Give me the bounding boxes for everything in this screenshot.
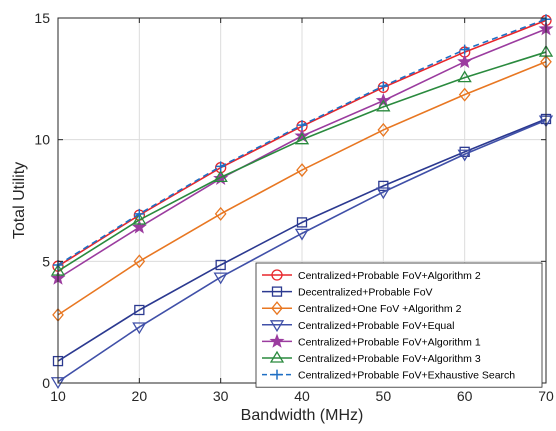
y-tick-label: 10 (34, 132, 50, 148)
x-tick-label: 20 (132, 388, 148, 404)
legend-label: Centralized+Probable FoV+Algorithm 3 (298, 353, 481, 365)
series-3 (52, 54, 552, 322)
data-point (376, 187, 391, 200)
data-point (377, 122, 390, 137)
data-point (458, 87, 471, 102)
legend-entry: Centralized+Probable FoV+Algorithm 1 (262, 333, 481, 348)
legend-marker (272, 369, 282, 380)
data-point (214, 206, 227, 221)
data-point (457, 149, 472, 162)
legend-marker (269, 350, 285, 363)
axis-ticks: 10 20 30 40 50 60 70 0 5 10 15 (34, 10, 554, 404)
data-point (459, 44, 470, 55)
x-tick-label: 60 (457, 388, 473, 404)
data-point (213, 272, 228, 285)
data-point (376, 99, 391, 112)
data-point (378, 81, 389, 92)
data-point (457, 70, 472, 83)
series-line (57, 118, 547, 362)
data-point (294, 132, 310, 145)
legend-label: Decentralized+Probable FoV (298, 287, 433, 299)
legend-box (255, 262, 543, 388)
x-tick-label: 10 (50, 388, 66, 404)
legend-label: Centralized+Probable FoV+Algorithm 1 (298, 336, 481, 348)
y-tick-label: 0 (42, 375, 50, 391)
data-point (378, 180, 389, 192)
data-point (132, 212, 147, 225)
y-tick-label: 5 (42, 253, 50, 269)
data-point (294, 228, 310, 241)
legend-marker (271, 301, 283, 316)
x-tick-label: 50 (376, 388, 392, 404)
data-point (296, 163, 308, 178)
legend-entry: Decentralized+Probable FoV (262, 286, 433, 299)
x-tick-label: 40 (294, 388, 310, 404)
legend-entry: Centralized+Probable FoV+Algorithm 3 (262, 350, 481, 365)
legend-entry: Centralized+Probable FoV+Algorithm 2 (262, 269, 481, 282)
legend-label: Centralized+Probable FoV+Algorithm 2 (298, 270, 481, 282)
series-layer (50, 14, 554, 390)
data-point (133, 254, 146, 269)
legend-marker (269, 320, 285, 333)
data-point (213, 170, 228, 183)
data-point (132, 322, 147, 335)
legend-entry: Centralized+Probable FoV+Equal (262, 320, 454, 333)
series-line (57, 61, 547, 316)
series-4 (50, 115, 554, 390)
data-point (134, 304, 145, 316)
data-point (134, 208, 145, 219)
data-point (294, 128, 310, 143)
legend-marker (271, 269, 283, 281)
legend-label: Centralized+Probable FoV+Equal (298, 320, 454, 332)
data-point (457, 53, 473, 69)
x-tick-label: 30 (213, 388, 229, 404)
legend: Centralized+Probable FoV+Algorithm 2 Dece… (255, 262, 543, 388)
legend-marker (271, 286, 283, 297)
x-axis-title: Bandwidth (MHz) (241, 407, 364, 424)
series-line (57, 119, 547, 383)
legend-label: Centralized+Probable FoV+Exhaustive Sear… (298, 370, 515, 382)
legend-entry: Centralized+One FoV +Algorithm 2 (262, 301, 462, 316)
data-point (215, 161, 226, 172)
series-line (57, 51, 547, 272)
data-point (215, 259, 226, 271)
y-axis-title: Total Utility (11, 162, 28, 239)
legend-label: Centralized+One FoV +Algorithm 2 (298, 303, 462, 315)
data-point (131, 219, 147, 234)
legend-marker (269, 333, 285, 348)
data-point (297, 120, 307, 131)
x-tick-label: 70 (538, 388, 554, 404)
data-point (296, 217, 308, 228)
legend-entry: Centralized+Probable FoV+Exhaustive Sear… (262, 369, 515, 382)
y-tick-label: 15 (34, 10, 50, 26)
